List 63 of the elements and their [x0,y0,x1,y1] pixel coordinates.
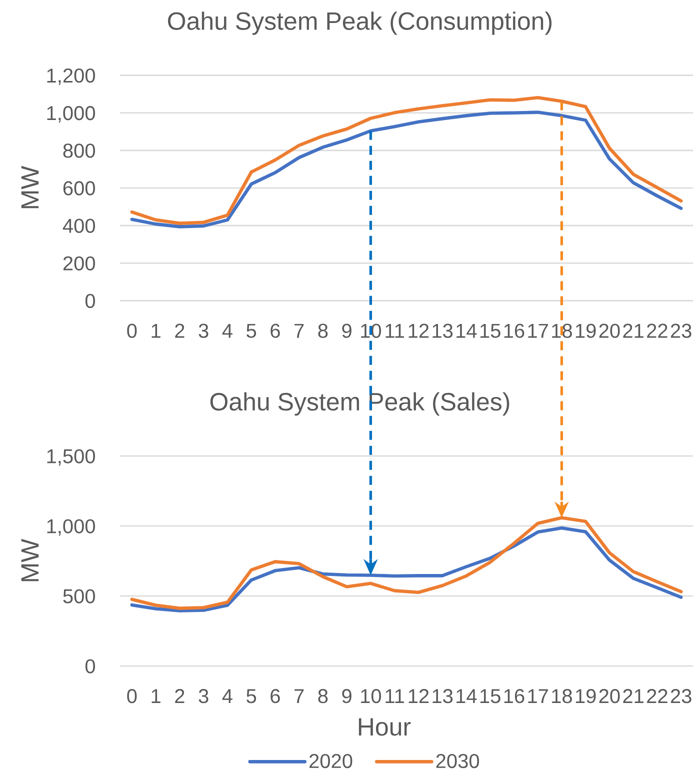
chart-title: Oahu System Peak (Consumption) [168,12,552,35]
x-tick-label: 0 [127,324,137,338]
y-tick-label: 400 [62,218,96,233]
x-tick-label: 6 [270,689,280,704]
x-tick-label: 23 [670,324,692,338]
x-tick-label: 21 [623,689,644,703]
y-tick-label: 600 [63,181,96,196]
x-tick-label: 3 [198,324,208,338]
y-tick-label: 1,000 [47,519,96,536]
x-tick-label: 5 [246,324,256,338]
x-tick-label: 6 [270,324,280,338]
x-tick-label: 16 [504,689,524,704]
x-tick-label: 19 [576,689,596,704]
x-tick-label: 15 [480,689,500,704]
legend-label: 2020 [310,754,352,768]
x-tick-label: 14 [456,324,477,338]
x-tick-label: 10 [361,689,382,704]
x-tick-label: 22 [647,689,668,703]
x-tick-label: 5 [246,689,256,704]
y-tick-label: 800 [63,144,96,158]
x-tick-label: 20 [599,689,620,704]
y-tick-label: 1,000 [47,106,96,123]
x-tick-label: 17 [528,324,548,338]
x-tick-label: 8 [318,689,328,704]
y-tick-label: 1,200 [47,68,96,85]
x-tick-label: 4 [222,689,232,703]
y-axis-title: MW [21,538,39,582]
x-tick-label: 1 [152,324,160,338]
x-tick-label: 9 [342,689,352,704]
x-tick-label: 18 [552,689,572,704]
x-tick-label: 3 [198,689,208,704]
x-tick-label: 23 [670,689,692,704]
x-tick-label: 1 [152,689,160,703]
y-axis-title: MW [21,166,39,208]
x-tick-label: 2 [175,324,184,338]
x-tick-label: 4 [222,324,232,338]
x-tick-label: 7 [294,689,304,703]
y-tick-label: 500 [63,589,96,604]
x-tick-label: 9 [342,324,352,338]
x-tick-label: 15 [480,324,500,338]
x-tick-label: 19 [576,324,596,338]
x-tick-label: 0 [127,689,137,704]
x-tick-label: 11 [386,689,404,703]
y-tick-label: 0 [85,659,96,674]
x-tick-label: 11 [386,324,404,338]
x-tick-label: 7 [294,324,304,338]
x-tick-label: 14 [456,689,477,703]
x-tick-label: 21 [623,324,644,338]
x-tick-label: 16 [504,324,524,338]
legend-label: 2030 [436,754,480,768]
x-tick-label: 13 [432,324,453,338]
y-tick-label: 1,500 [47,449,96,466]
x-tick-label: 2 [175,689,184,703]
x-tick-label: 17 [528,689,548,703]
x-axis-title: Hour [358,718,411,736]
x-tick-label: 12 [408,689,429,703]
x-tick-label: 22 [647,324,668,338]
x-tick-label: 8 [318,324,328,338]
x-tick-label: 13 [432,689,453,704]
y-tick-label: 0 [85,294,96,308]
x-tick-label: 20 [599,324,620,338]
x-tick-label: 12 [408,324,429,338]
y-tick-label: 200 [63,256,96,270]
